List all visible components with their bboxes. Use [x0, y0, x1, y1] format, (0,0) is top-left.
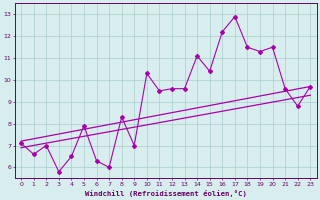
X-axis label: Windchill (Refroidissement éolien,°C): Windchill (Refroidissement éolien,°C) [85, 190, 247, 197]
